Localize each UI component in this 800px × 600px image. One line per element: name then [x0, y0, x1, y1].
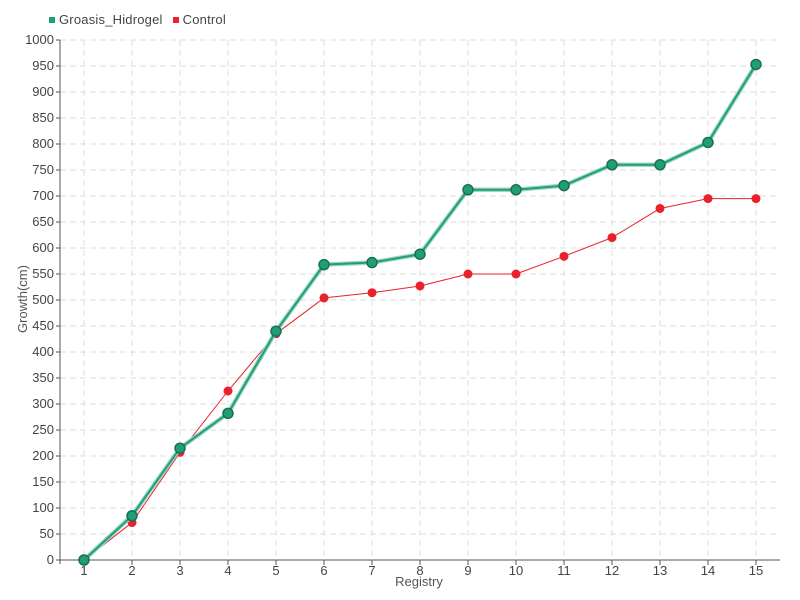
data-point-control [463, 269, 473, 279]
y-tick-label: 900 [32, 84, 54, 99]
y-tick-label: 250 [32, 422, 54, 437]
data-point-groasis [174, 442, 186, 454]
x-tick-label: 12 [605, 563, 619, 578]
x-tick-label: 5 [272, 563, 279, 578]
x-tick-label: 15 [749, 563, 763, 578]
x-tick-label: 7 [368, 563, 375, 578]
x-tick-label: 3 [176, 563, 183, 578]
data-point-control [559, 251, 569, 261]
y-tick-label: 350 [32, 370, 54, 385]
data-point-groasis [558, 179, 570, 192]
data-point-groasis [270, 325, 282, 337]
y-tick-label: 500 [32, 292, 54, 307]
legend-swatch-groasis [49, 16, 55, 23]
series-layer [78, 58, 762, 566]
data-point-groasis [366, 256, 378, 269]
y-tick-label: 600 [32, 240, 54, 255]
data-point-control [511, 269, 521, 279]
y-tick-label: 100 [32, 500, 54, 515]
y-tick-label: 1000 [25, 32, 54, 47]
y-tick-label: 850 [32, 110, 54, 125]
y-axis-title: Growth(cm) [15, 265, 30, 333]
x-tick-label: 2 [128, 563, 135, 578]
y-tick-label: 450 [32, 318, 54, 333]
data-point-control [415, 281, 425, 291]
data-point-groasis [510, 184, 522, 196]
data-point-groasis [222, 407, 234, 420]
legend-item-groasis[interactable]: Groasis_Hidrogel [49, 12, 163, 27]
data-point-control [751, 194, 761, 204]
data-point-groasis [606, 159, 618, 171]
y-tick-label: 950 [32, 58, 54, 73]
x-tick-label: 14 [701, 563, 715, 578]
y-tick-label: 0 [47, 552, 54, 567]
data-point-groasis [78, 554, 90, 566]
data-point-control [319, 293, 329, 303]
y-tick-label: 200 [32, 448, 54, 463]
data-point-groasis [462, 184, 474, 196]
x-tick-label: 6 [320, 563, 327, 578]
y-tick-label: 50 [40, 526, 54, 541]
y-tick-label: 400 [32, 344, 54, 359]
data-point-control [367, 288, 377, 298]
data-point-control [703, 194, 713, 204]
grid-layer [60, 39, 780, 560]
data-point-control [607, 233, 617, 243]
y-tick-label: 300 [32, 396, 54, 411]
y-tick-label: 650 [32, 214, 54, 229]
data-point-control [655, 203, 665, 213]
x-tick-label: 11 [557, 563, 571, 578]
data-point-groasis [750, 58, 762, 71]
data-point-control [223, 386, 233, 396]
legend-swatch-control [172, 16, 179, 23]
data-point-groasis [126, 510, 138, 522]
x-tick-label: 10 [509, 563, 523, 578]
y-tick-label: 700 [32, 188, 54, 203]
legend-label-control: Control [182, 12, 226, 27]
data-point-groasis [318, 258, 330, 271]
legend-item-control[interactable]: Control [172, 12, 226, 27]
y-tick-label: 800 [32, 136, 54, 151]
legend-label-groasis: Groasis_Hidrogel [59, 12, 163, 27]
x-axis-title: Registry [395, 574, 443, 589]
data-point-groasis [702, 136, 714, 149]
x-tick-label: 4 [224, 563, 231, 578]
data-point-groasis [414, 248, 426, 260]
legend: Groasis_Hidrogel Control [49, 12, 226, 27]
y-tick-label: 550 [32, 266, 54, 281]
data-point-groasis [654, 159, 666, 171]
x-tick-label: 1 [80, 563, 87, 578]
x-tick-label: 8 [416, 563, 423, 578]
x-tick-label: 9 [464, 563, 471, 578]
x-tick-label: 13 [653, 563, 667, 578]
y-tick-label: 150 [32, 474, 54, 489]
y-tick-label: 750 [32, 162, 54, 177]
axis-layer: 0 50 100 150 200 250 300 350 400 450 500 550 600 650 7… [25, 32, 780, 578]
